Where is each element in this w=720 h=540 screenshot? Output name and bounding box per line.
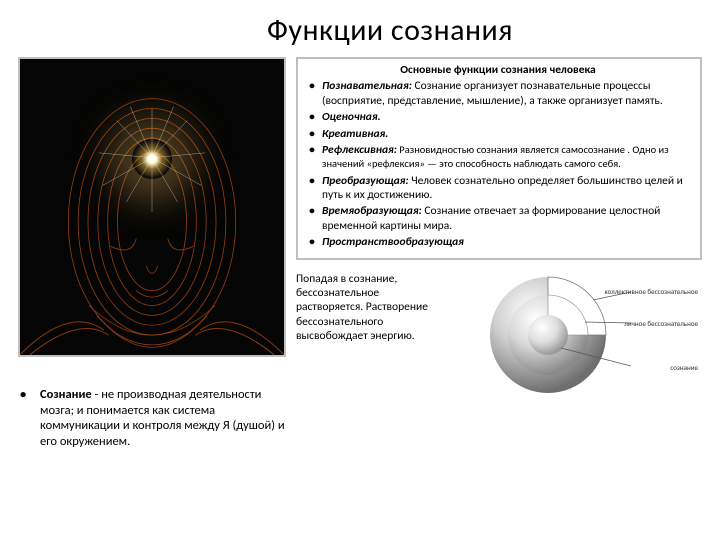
sphere-label-1: коллективное бессознательное [604, 288, 698, 296]
function-name: Преобразующая: [322, 174, 409, 188]
function-name: Креативная. [322, 127, 388, 141]
left-column: • Сознание - не производная деятельности… [18, 57, 286, 450]
function-item: •Креативная. [302, 127, 694, 141]
caption-text: Сознание - не производная деятельности м… [40, 387, 286, 450]
dissolve-text: Попадая в сознание, бессознательное раст… [296, 270, 436, 400]
caption: • Сознание - не производная деятельности… [18, 387, 286, 450]
sphere-label-3: сознание [670, 364, 698, 372]
functions-heading: Основные функции сознания человека [302, 63, 694, 77]
function-bullet: • [302, 174, 322, 203]
function-item: •Преобразующая: Человек сознательно опре… [302, 174, 694, 203]
content-row: • Сознание - не производная деятельности… [18, 57, 702, 450]
caption-bullet: • [18, 387, 40, 450]
function-bullet: • [302, 143, 322, 172]
functions-box: Основные функции сознания человека •Позн… [296, 57, 702, 260]
function-item: •Времяобразующая: Сознание отвечает за ф… [302, 204, 694, 233]
function-name: Оценочная. [322, 110, 381, 124]
head-svg [20, 59, 284, 355]
function-bullet: • [302, 79, 322, 108]
function-text: Преобразующая: Человек сознательно опред… [322, 174, 694, 203]
right-column: Основные функции сознания человека •Позн… [296, 57, 702, 450]
function-text: Рефлексивная: Разновидностью сознания яв… [322, 143, 694, 172]
function-item: •Оценочная. [302, 110, 694, 124]
function-text: Креативная. [322, 127, 694, 141]
page-title: Функции сознания [78, 12, 702, 49]
function-bullet: • [302, 204, 322, 233]
function-item: •Познавательная: Сознание организует поз… [302, 79, 694, 108]
function-name: Пространствообразующая [322, 235, 464, 249]
bottom-row: Попадая в сознание, бессознательное раст… [296, 270, 702, 400]
function-name: Рефлексивная: [322, 143, 397, 157]
function-bullet: • [302, 235, 322, 249]
function-item: •Пространствообразующая [302, 235, 694, 249]
sphere-label-2: личное бессознательное [624, 320, 698, 328]
glow-icon [132, 139, 172, 179]
function-text: Оценочная. [322, 110, 694, 124]
function-bullet: • [302, 127, 322, 141]
function-text: Пространствообразующая [322, 235, 694, 249]
head-illustration [18, 57, 286, 357]
function-text: Времяобразующая: Сознание отвечает за фо… [322, 204, 694, 233]
function-bullet: • [302, 110, 322, 124]
function-name: Времяобразующая: [322, 204, 422, 218]
sphere-diagram: коллективное бессознательное личное бесс… [444, 270, 702, 400]
caption-bold: Сознание [40, 387, 92, 402]
function-text: Познавательная: Сознание организует позн… [322, 79, 694, 108]
function-name: Познавательная: [322, 79, 412, 93]
function-item: •Рефлексивная: Разновидностью сознания я… [302, 143, 694, 172]
